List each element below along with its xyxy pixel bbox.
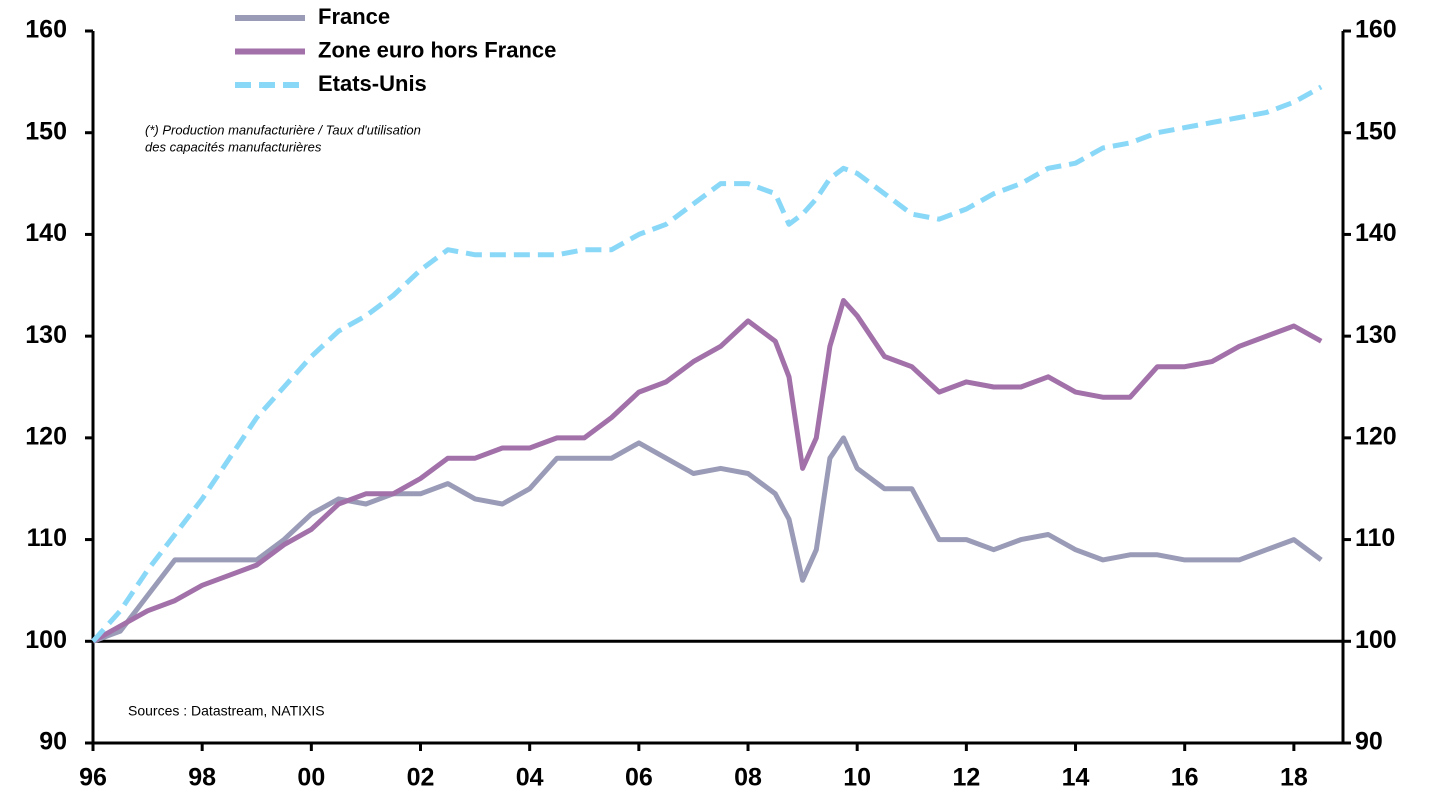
x-tick-label: 18 bbox=[1280, 764, 1308, 792]
y2-tick-label: 100 bbox=[1355, 626, 1397, 654]
y2-tick-label: 130 bbox=[1355, 321, 1397, 349]
y-tick-label: 140 bbox=[25, 219, 67, 247]
x-tick-label: 04 bbox=[516, 764, 544, 792]
y-tick-label: 160 bbox=[25, 16, 67, 44]
y-tick-label: 100 bbox=[25, 626, 67, 654]
y-tick-label: 90 bbox=[39, 728, 67, 756]
source: Sources : Datastream, NATIXIS bbox=[128, 703, 325, 719]
x-tick-label: 16 bbox=[1171, 764, 1199, 792]
y2-tick-label: 110 bbox=[1355, 524, 1395, 552]
y-tick-label: 130 bbox=[25, 321, 67, 349]
series-line bbox=[91, 298, 1323, 644]
legend-label: Zone euro hors France bbox=[318, 37, 556, 62]
x-tick-label: 00 bbox=[297, 764, 325, 792]
annotation: (*) Production manufacturière / Taux d'u… bbox=[145, 122, 421, 137]
y2-tick-label: 90 bbox=[1355, 728, 1383, 756]
x-tick-label: 96 bbox=[79, 764, 107, 792]
y-tick-label: 120 bbox=[25, 422, 67, 450]
y-tick-label: 110 bbox=[27, 524, 67, 552]
y2-tick-label: 160 bbox=[1355, 16, 1397, 44]
annotation: des capacités manufacturières bbox=[145, 139, 322, 154]
x-tick-label: 10 bbox=[843, 764, 871, 792]
y2-tick-label: 150 bbox=[1355, 117, 1397, 145]
y-tick-label: 150 bbox=[25, 117, 67, 145]
y2-tick-label: 140 bbox=[1355, 219, 1397, 247]
series-line bbox=[91, 84, 1323, 643]
x-tick-label: 02 bbox=[407, 764, 435, 792]
legend-label: France bbox=[318, 4, 390, 29]
x-tick-label: 14 bbox=[1062, 764, 1090, 792]
y2-tick-label: 120 bbox=[1355, 422, 1397, 450]
x-tick-label: 98 bbox=[188, 764, 216, 792]
x-tick-label: 08 bbox=[734, 764, 762, 792]
legend-label: Etats-Unis bbox=[318, 71, 427, 96]
x-tick-label: 06 bbox=[625, 764, 653, 792]
x-tick-label: 12 bbox=[952, 764, 980, 792]
series-line bbox=[92, 435, 1323, 644]
